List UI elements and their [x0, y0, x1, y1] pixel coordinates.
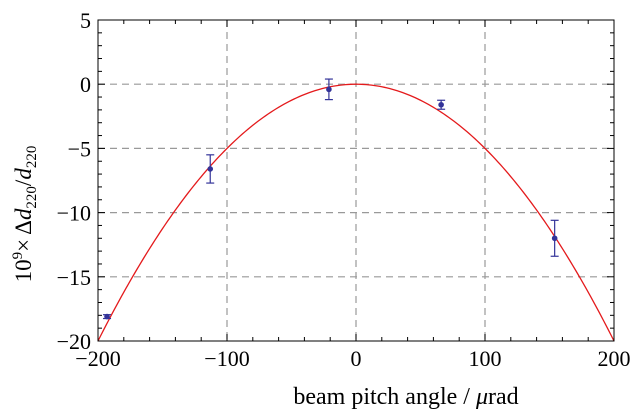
x-axis-label-text: beam pitch angle / [293, 384, 476, 410]
y-label-base: 10 [11, 259, 36, 282]
y-label-exp: 9 [10, 252, 26, 260]
data-point-marker [326, 86, 332, 93]
y-tick-label: −15 [57, 265, 91, 290]
y-tick-label: −5 [68, 136, 91, 161]
y-label-times: × [11, 239, 36, 252]
fit-curve-layer [97, 83, 615, 342]
data-point-marker [104, 313, 110, 320]
y-tick-label: 0 [80, 72, 91, 97]
data-point-marker [551, 235, 558, 242]
y-axis-label: 109×Δd220/d220 [10, 146, 40, 283]
y-tick-label: −20 [57, 329, 91, 354]
y-label-delta: Δ [11, 220, 36, 235]
data-point-marker [207, 166, 214, 172]
y-label-sub: 220 [24, 186, 40, 209]
x-tick-label: −100 [204, 346, 249, 371]
y-label-slash: / [11, 179, 36, 186]
y-tick-label: −10 [57, 201, 91, 226]
data-point [206, 154, 215, 184]
data-point-marker [438, 101, 444, 108]
data-point [437, 99, 446, 110]
data-point [550, 219, 559, 257]
x-tick-label: 0 [351, 346, 362, 371]
x-tick-label: 100 [469, 346, 502, 371]
x-tick-label: 200 [598, 346, 631, 371]
fit-curve [97, 83, 615, 342]
grid-lines [98, 20, 614, 341]
x-axis-unit: rad [488, 384, 519, 410]
x-axis-unit-symbol: μ [475, 384, 488, 410]
data-point [324, 78, 333, 101]
data-point [103, 313, 112, 320]
y-label-d2: d [11, 168, 36, 180]
x-tick-labels: −200 −100 0 100 200 [75, 346, 630, 371]
x-tick-label: −200 [75, 346, 120, 371]
x-axis-label: beam pitch angle / μrad [293, 384, 518, 410]
data-points-layer [103, 78, 559, 320]
y-tick-label: 5 [80, 8, 91, 33]
y-label-d: d [11, 208, 36, 220]
y-label-sub2: 220 [24, 146, 40, 169]
y-tick-labels: 5 0 −5 −10 −15 −20 [57, 8, 91, 354]
tick-marks [97, 19, 615, 342]
